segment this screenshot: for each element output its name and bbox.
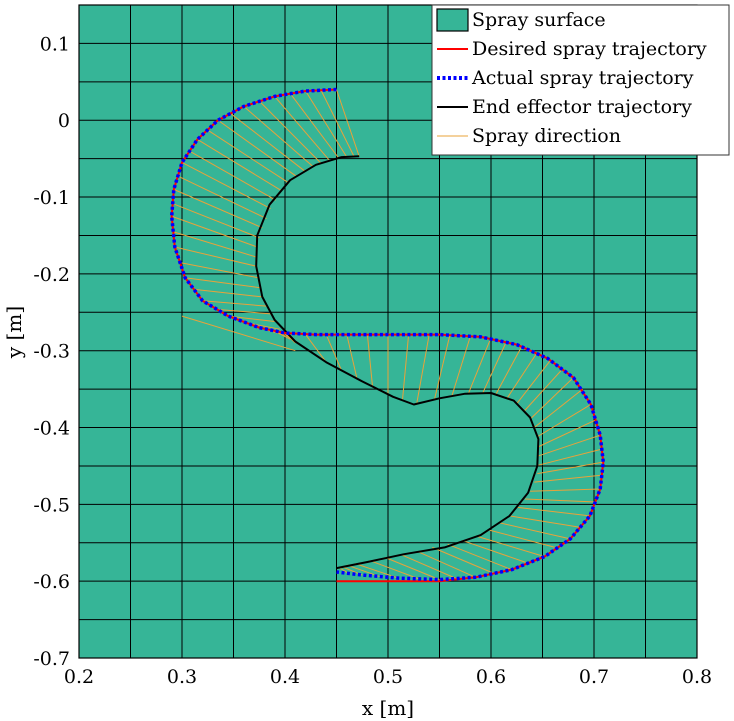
x-axis-label: x [m] [362,696,414,720]
spray-direction-line [243,106,314,167]
legend-label-spray-surface: Spray surface [472,9,606,31]
spray-direction-line [206,129,290,184]
spray-direction-line [537,404,592,438]
spray-direction-line [181,315,296,352]
spray-direction-line [482,341,507,394]
x-tick-label: 0.7 [579,666,609,688]
end-effector-trajectory-line [255,155,540,570]
spray-direction-line [447,543,512,571]
spray-direction-line [366,334,374,387]
spray-direction-line [451,335,471,397]
x-tick-label: 0.3 [167,666,197,688]
spray-direction-line [172,231,257,258]
spray-direction-line [181,162,271,210]
y-tick-label: -0.4 [33,418,70,440]
spray-direction-line [193,288,263,298]
y-tick-label: -0.7 [33,648,70,670]
spray-direction-line [188,150,276,201]
axes-box [78,4,698,659]
x-tick-label: 0.4 [270,666,300,688]
x-tick-label: 0.5 [373,666,403,688]
spray-direction-line [171,215,258,248]
spray-direction-line [228,315,275,323]
spray-direction-line [475,535,545,558]
legend-label-actual: Actual spray trajectory [471,67,694,89]
actual-spray-trajectory-line [169,87,606,582]
y-tick-label: -0.1 [33,187,70,209]
spray-direction-line [369,559,420,580]
spray-direction-line [171,202,260,239]
spray-direction-line [401,334,410,401]
spray-direction-line [274,96,330,161]
spray-direction-line [509,515,581,528]
y-tick-label: 0.1 [40,33,70,55]
spray-direction-line [538,448,603,466]
spray-direction-line [346,564,380,578]
spray-direction-line [354,563,399,579]
spray-direction-line [538,419,597,448]
spray-direction-line [173,188,263,229]
spray-direction-line [524,498,597,503]
spray-direction-line [523,368,564,412]
spray-direction-line [305,90,348,158]
spray-direction-line [176,175,267,220]
spray-direction-line [336,89,360,157]
spray-direction-line [534,474,603,483]
spray-direction-line [214,308,271,315]
spray-direction-line [416,334,430,404]
x-tick-label: 0.2 [64,666,94,688]
spray-direction-line [289,93,339,159]
legend-label-spray-direction: Spray direction [472,125,621,147]
spray-direction-line [516,359,552,405]
x-tick-label: 0.8 [682,666,712,688]
spray-direction-line [174,246,257,267]
spray-direction-line [325,334,343,371]
spray-direction-line [495,345,523,394]
y-tick-label: -0.6 [33,571,70,593]
x-tick-label: 0.6 [476,666,506,688]
spray-direction-line [202,300,267,307]
legend: Spray surface Desired spray trajectory A… [431,4,730,156]
spray-direction-line [517,506,590,517]
spray-direction-line [400,553,458,580]
spray-direction-line [530,488,601,492]
legend-label-end-effector: End effector trajectory [472,96,692,118]
legend-label-desired: Desired spray trajectory [472,38,707,60]
legend-box [431,4,730,156]
spray-direction-line [346,334,358,380]
spray-direction-line [320,90,355,157]
axis-ticks: 0.2 0.3 0.4 0.5 0.6 0.7 0.8 0.1 0 -0.1 -0.2 -0.3 -0.… [33,33,712,688]
y-tick-label: -0.3 [33,341,70,363]
spray-direction-line [305,334,327,363]
spray-direction-line [529,377,574,420]
spray-direction-line [432,546,495,574]
y-axis-label: y [m] [2,306,26,359]
spray-direction-line [258,100,322,164]
spray-direction-line [197,139,283,192]
spray-direction-line [416,550,476,578]
spray-direction-line [533,388,583,428]
y-tick-label: -0.5 [33,494,70,516]
spray-direction-line [537,461,604,475]
spray-direction-line [499,522,571,540]
spray-direction-line [217,119,297,177]
legend-swatch-spray-surface [436,8,469,32]
spray-direction-line [384,556,440,581]
spray-direction-line [185,277,261,289]
spray-direction-line [487,529,559,549]
y-tick-label: -0.2 [33,264,70,286]
spray-direction-line [461,539,530,564]
spray-direction-line [178,261,259,279]
spray-direction-line [507,351,538,398]
y-tick-label: 0 [58,110,70,132]
spray-direction-line [538,434,601,457]
spray-direction-line [433,335,451,400]
spray-direction-line [467,337,492,394]
spray-direction-line [230,112,305,172]
